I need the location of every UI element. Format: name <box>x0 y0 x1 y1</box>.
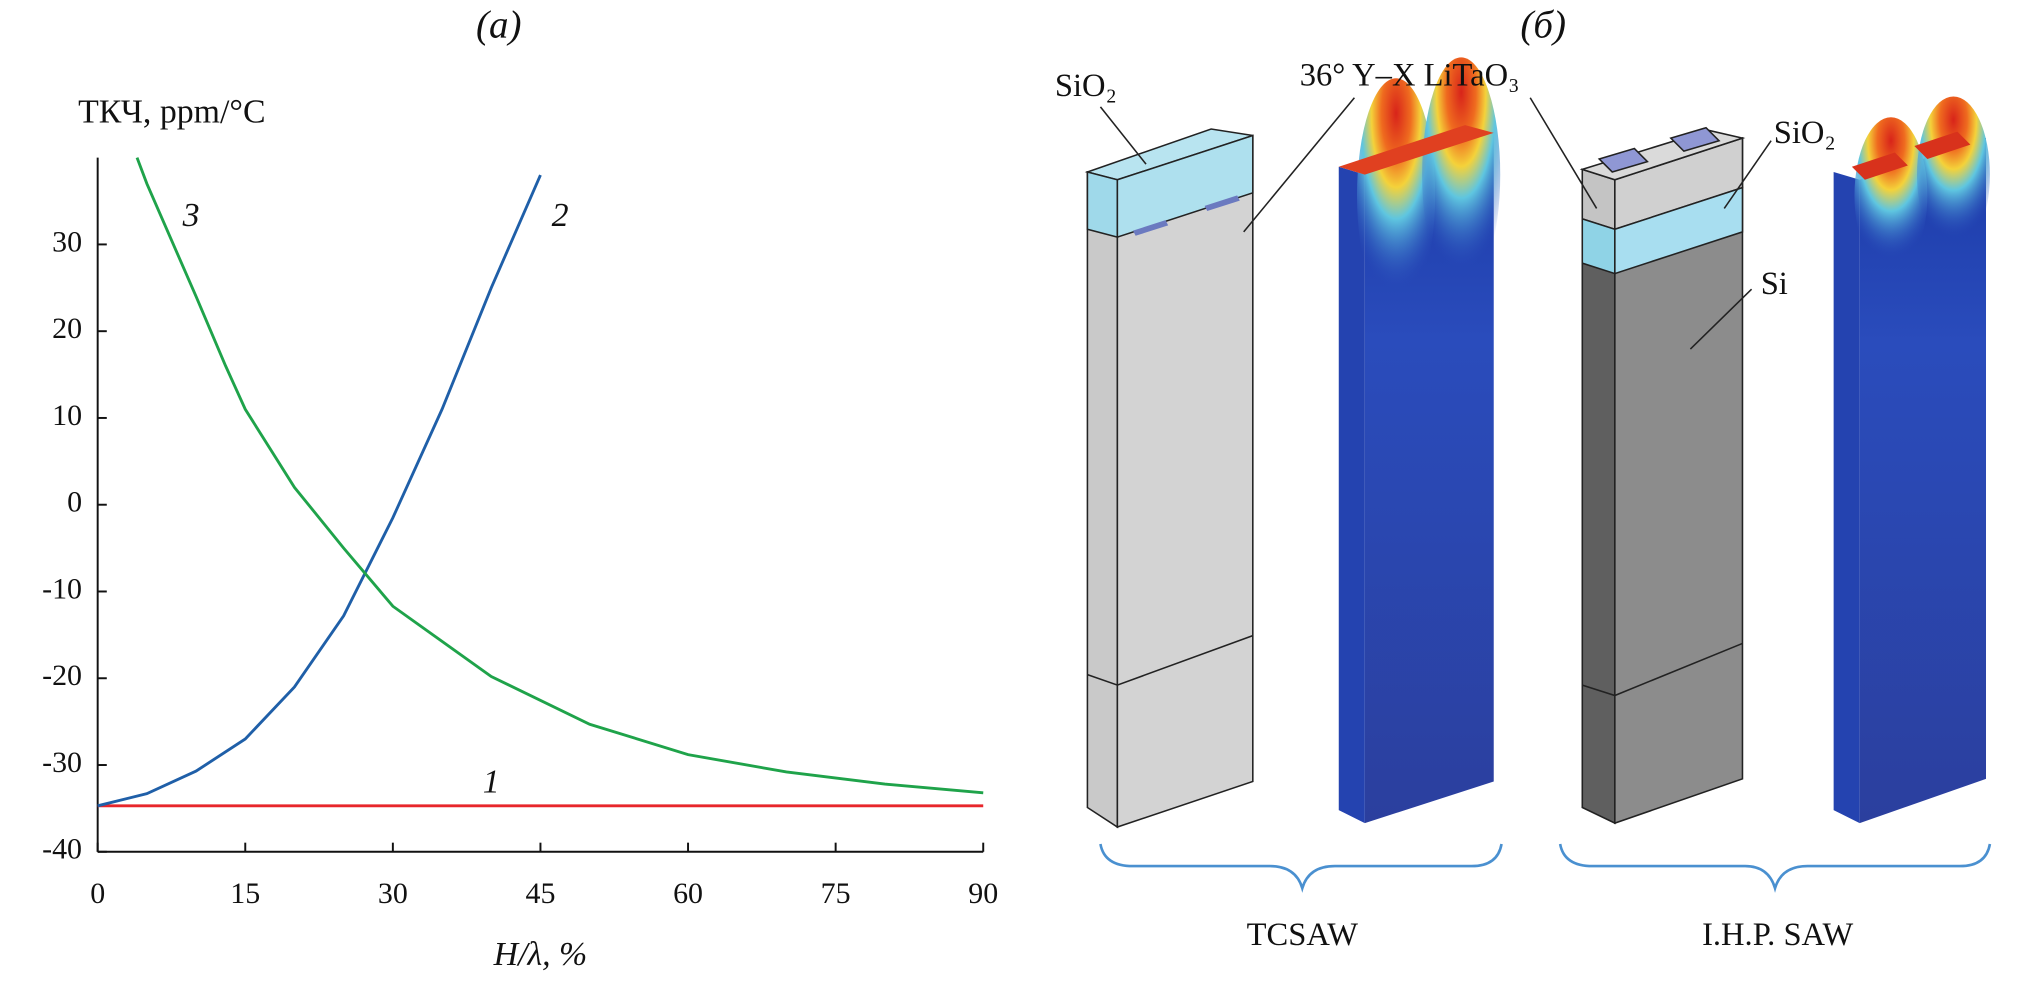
series-label: 3 <box>182 197 200 234</box>
x-tick-label: 90 <box>968 877 998 910</box>
x-tick-label: 75 <box>821 877 851 910</box>
chart-title: (а) <box>476 4 522 47</box>
x-tick-label: 0 <box>90 877 105 910</box>
y-tick-label: -30 <box>42 746 82 779</box>
label-si: Si <box>1761 266 1788 302</box>
x-tick-label: 15 <box>230 877 260 910</box>
y-tick-label: -10 <box>42 572 82 605</box>
y-tick-label: 30 <box>52 225 82 258</box>
x-tick-label: 60 <box>673 877 703 910</box>
tcsaw-model <box>1084 128 1254 829</box>
series-label: 2 <box>552 197 569 234</box>
y-tick-label: 0 <box>67 486 82 519</box>
group-label: I.H.P. SAW <box>1702 917 1853 953</box>
braces <box>1099 843 1992 893</box>
y-tick-label: -40 <box>42 833 82 866</box>
label-litao3: 36° Y–X LiTaO₃ <box>1300 58 1520 94</box>
ihp-field <box>1833 96 1990 824</box>
label-sio2: SiO₂ <box>1055 68 1117 104</box>
y-axis-label: ТКЧ, ppm/°C <box>78 93 265 130</box>
series-label: 1 <box>483 764 500 801</box>
line-series <box>135 157 984 795</box>
label-sio2: SiO₂ <box>1774 115 1836 151</box>
tcsaw-field <box>1338 57 1501 824</box>
plot: -40 -30 -20 -10 0 10 20 30 0 15 30 45 60 75 90 1 2 3 <box>42 157 998 910</box>
leader-lines <box>1099 97 1772 350</box>
ihp-model <box>1579 126 1746 825</box>
y-tick-label: 20 <box>52 312 82 345</box>
x-axis-label: H/λ, % <box>493 936 588 973</box>
diagram-title: (б) <box>1520 4 1566 47</box>
line-series <box>97 174 542 808</box>
group-label: TCSAW <box>1247 917 1359 953</box>
y-tick-label: 10 <box>52 399 82 432</box>
x-tick-label: 30 <box>378 877 408 910</box>
x-tick-label: 45 <box>525 877 555 910</box>
y-tick-label: -20 <box>42 659 82 692</box>
